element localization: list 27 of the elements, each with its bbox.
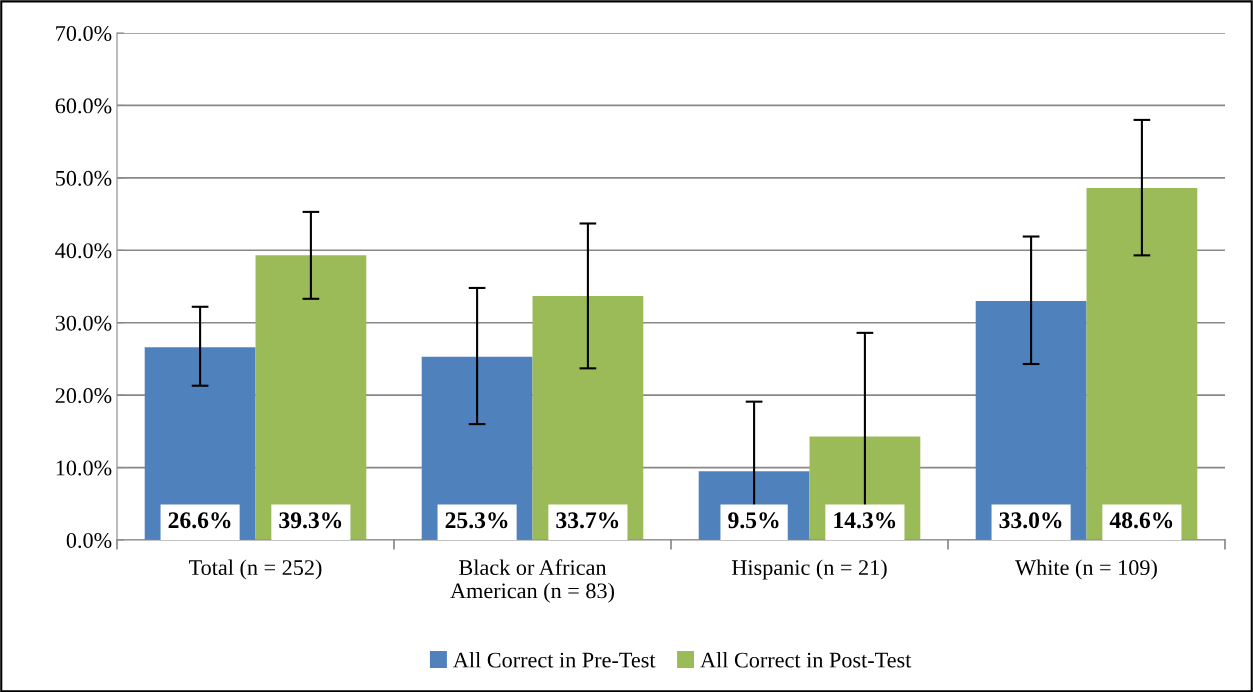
bar [532, 295, 644, 540]
data-label: 9.5% [728, 512, 779, 529]
data-label: 39.3% [279, 512, 342, 529]
x-tick-label: Black or African American (n = 83) [450, 559, 614, 603]
bar [144, 347, 256, 540]
y-tick-label: 10.0% [56, 460, 112, 476]
data-label: 33.7% [556, 512, 619, 529]
y-tick-label: 70.0% [56, 25, 112, 42]
y-tick-label: 0.0% [66, 532, 112, 549]
data-label: 26.6% [168, 512, 231, 529]
y-tick-label: 20.0% [55, 388, 112, 404]
y-tick-label: 40.0% [55, 243, 112, 259]
data-label: 33.0% [999, 512, 1062, 529]
bar [975, 300, 1087, 540]
data-label: 25.3% [445, 512, 508, 529]
y-tick-label: 60.0% [55, 98, 112, 114]
x-tick-label: Hispanic (n = 21) [731, 559, 887, 580]
y-tick-label: 50.0% [56, 170, 112, 186]
x-tick-label: White (n = 109) [1015, 559, 1157, 580]
x-tick-label: Total (n = 252) [189, 559, 322, 580]
legend-label: All Correct in Pre-Test [453, 651, 656, 668]
bar [1086, 188, 1198, 540]
data-label: 48.6% [1109, 512, 1173, 529]
legend-label: All Correct in Post-Test [700, 651, 912, 668]
bar [255, 255, 367, 540]
data-label: 14.3% [834, 512, 896, 529]
y-tick-label: 30.0% [55, 315, 112, 331]
